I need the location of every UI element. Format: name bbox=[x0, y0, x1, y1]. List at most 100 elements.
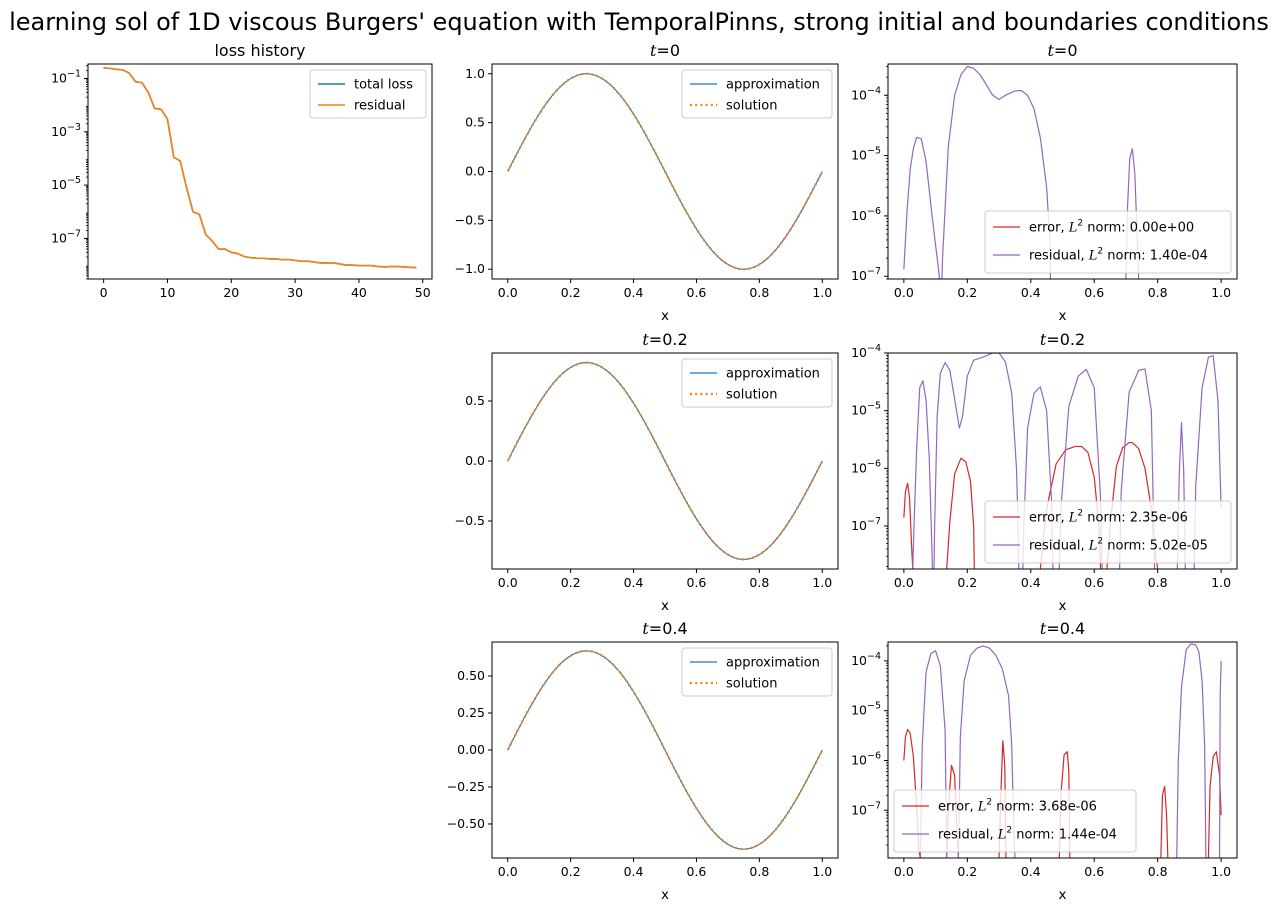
legend-label: approximation bbox=[726, 78, 820, 93]
panel-title: t=0 bbox=[650, 41, 680, 60]
x-tick-label: 10 bbox=[160, 285, 176, 300]
x-tick-label: 0.8 bbox=[749, 285, 769, 300]
y-tick-label: 0.5 bbox=[465, 115, 485, 130]
panel-title: loss history bbox=[214, 41, 305, 60]
axes-frame bbox=[491, 63, 839, 280]
y-tick-label: −0.5 bbox=[455, 212, 485, 227]
legend-label: solution bbox=[726, 388, 777, 403]
axes-frame bbox=[887, 352, 1238, 570]
x-tick-label: 1.0 bbox=[812, 864, 832, 879]
chart-loss: loss history 0 10 20 30 40 50 10−1 10−3 10−5 10−7 t… bbox=[51, 41, 433, 300]
legend-label: approximation bbox=[726, 367, 820, 382]
legend-label: error, L2 norm: 3.68e-06 bbox=[938, 798, 1097, 815]
panel-title: t=0.2 bbox=[642, 330, 687, 349]
series-residual-line bbox=[103, 67, 417, 269]
axes-frame bbox=[491, 641, 839, 859]
legend-label: solution bbox=[726, 677, 777, 692]
chart-err0: t=0 0.0 0.2 0.4 0.6 0.8 1.0 10−4 10−5 10−6 10−7 x er… bbox=[851, 41, 1238, 324]
x-tick-label: 0.6 bbox=[687, 575, 707, 590]
x-tick-label: 0.0 bbox=[894, 575, 914, 590]
chart-err1: t=0.2 0.0 0.2 0.4 0.6 0.8 1.0 10−4 10−5 10−6 10−7 x… bbox=[851, 330, 1238, 614]
legend-label: residual bbox=[354, 99, 406, 114]
y-tick-label: 10−5 bbox=[51, 175, 81, 192]
legend: approximation solution bbox=[681, 358, 833, 408]
x-tick-label: 1.0 bbox=[1211, 864, 1231, 879]
y-tick-label: 10−6 bbox=[851, 458, 881, 475]
x-tick-label: 0.2 bbox=[957, 575, 977, 590]
legend: approximation solution bbox=[681, 647, 833, 697]
legend-label: residual, L2 norm: 1.44e-04 bbox=[938, 826, 1117, 843]
y-tick-label: 10−3 bbox=[51, 122, 81, 139]
legend-label: residual, L2 norm: 5.02e-05 bbox=[1029, 537, 1208, 554]
x-tick-label: 0.0 bbox=[498, 864, 518, 879]
y-tick-label: −1.0 bbox=[455, 261, 485, 276]
chart-err2: t=0.4 0.0 0.2 0.4 0.6 0.8 1.0 10−4 10−5 10−6 10−7 x… bbox=[851, 619, 1238, 903]
x-tick-label: 0.4 bbox=[624, 575, 644, 590]
x-tick-label: 0.6 bbox=[687, 285, 707, 300]
x-tick-label: 50 bbox=[415, 285, 431, 300]
series-residual-line bbox=[919, 643, 1222, 858]
y-tick-label: 0.0 bbox=[465, 453, 485, 468]
x-tick-label: 0.4 bbox=[1021, 285, 1041, 300]
y-tick-label: 10−5 bbox=[851, 401, 881, 418]
legend: error, L2 norm: 0.00e+00 residual, L2 nor… bbox=[984, 210, 1232, 274]
x-tick-label: 0.6 bbox=[1084, 864, 1104, 879]
chart-sol1: t=0.2 0.0 0.2 0.4 0.6 0.8 1.0 −0.5 0.0 0.5 x approx… bbox=[455, 330, 839, 614]
x-tick-label: 0.0 bbox=[498, 575, 518, 590]
legend-label: approximation bbox=[726, 656, 820, 671]
chart-sol2: t=0.4 0.0 0.2 0.4 0.6 0.8 1.0 −0.50 −0.25 0.00 0.2… bbox=[447, 619, 839, 903]
y-tick-label: 0.50 bbox=[457, 668, 485, 683]
y-tick-label: 10−7 bbox=[851, 516, 881, 533]
y-tick-label: 10−5 bbox=[851, 701, 881, 718]
x-axis-label: x bbox=[1059, 598, 1067, 614]
x-tick-label: 0.8 bbox=[1148, 575, 1168, 590]
x-tick-label: 0.4 bbox=[1021, 864, 1041, 879]
legend: error, L2 norm: 3.68e-06 residual, L2 nor… bbox=[893, 789, 1137, 853]
legend-label: error, L2 norm: 2.35e-06 bbox=[1029, 509, 1188, 526]
x-tick-label: 0.6 bbox=[1084, 575, 1104, 590]
panel-title: t=0.2 bbox=[1040, 330, 1085, 349]
x-tick-label: 40 bbox=[351, 285, 367, 300]
series-solution-line bbox=[506, 361, 824, 561]
y-tick-label: 0.5 bbox=[465, 393, 485, 408]
series-approximation-line bbox=[507, 650, 823, 850]
legend-label: solution bbox=[726, 99, 777, 114]
x-tick-label: 30 bbox=[287, 285, 303, 300]
series-residual-line bbox=[912, 353, 1222, 569]
panel-title: t=0.4 bbox=[1040, 619, 1085, 638]
x-tick-label: 20 bbox=[223, 285, 239, 300]
series-error-line bbox=[903, 728, 1222, 858]
x-tick-label: 0.2 bbox=[561, 285, 581, 300]
x-tick-label: 0.0 bbox=[498, 285, 518, 300]
y-tick-label: 10−5 bbox=[851, 146, 881, 163]
legend-label: residual, L2 norm: 1.40e-04 bbox=[1029, 247, 1208, 264]
x-tick-label: 0.0 bbox=[894, 285, 914, 300]
y-tick-label: 0.25 bbox=[457, 705, 485, 720]
axes-frame bbox=[491, 352, 839, 570]
y-tick-label: 10−7 bbox=[851, 800, 881, 817]
y-tick-label: 10−7 bbox=[51, 228, 81, 245]
x-tick-label: 0.2 bbox=[957, 864, 977, 879]
series-solution-line bbox=[506, 72, 824, 271]
y-tick-label: −0.5 bbox=[455, 513, 485, 528]
x-axis-label: x bbox=[1059, 887, 1067, 903]
x-tick-label: 0.0 bbox=[894, 864, 914, 879]
x-axis-label: x bbox=[661, 308, 669, 324]
y-tick-label: 0.00 bbox=[457, 742, 485, 757]
y-tick-label: 0.0 bbox=[465, 164, 485, 179]
x-tick-label: 1.0 bbox=[812, 575, 832, 590]
x-axis-label: x bbox=[661, 887, 669, 903]
axes-frame bbox=[887, 641, 1238, 859]
y-tick-label: 10−1 bbox=[51, 69, 81, 86]
x-tick-label: 0.8 bbox=[1148, 285, 1168, 300]
y-tick-label: −0.25 bbox=[447, 779, 485, 794]
panel-title: t=0.4 bbox=[642, 619, 687, 638]
x-tick-label: 0.8 bbox=[749, 575, 769, 590]
y-tick-label: 10−4 bbox=[851, 85, 881, 102]
y-tick-label: 1.0 bbox=[465, 66, 485, 81]
legend: total loss residual bbox=[309, 69, 427, 119]
x-tick-label: 0.4 bbox=[624, 864, 644, 879]
axes-frame bbox=[887, 63, 1238, 280]
y-tick-label: 10−6 bbox=[851, 206, 881, 223]
axes-frame bbox=[87, 63, 433, 280]
